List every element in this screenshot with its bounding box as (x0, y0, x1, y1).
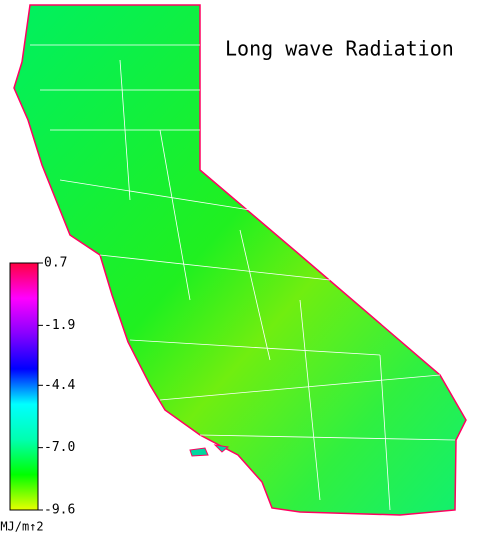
colorbar-tick-label: -9.6 (44, 503, 75, 518)
colorbar-tick-label: -1.9 (44, 318, 75, 333)
colorbar-tick-label: -7.0 (44, 440, 75, 455)
county-lines (30, 44, 456, 511)
map-title: Long wave Radiation (225, 37, 454, 61)
california-map (13, 4, 467, 516)
colorbar-tick-label: 0.7 (44, 256, 67, 271)
islands (189, 444, 230, 457)
colorbar-tick-label: -4.4 (44, 378, 75, 393)
colorbar (9, 262, 39, 511)
colorbar-unit: MJ/m↑2 (0, 520, 43, 534)
